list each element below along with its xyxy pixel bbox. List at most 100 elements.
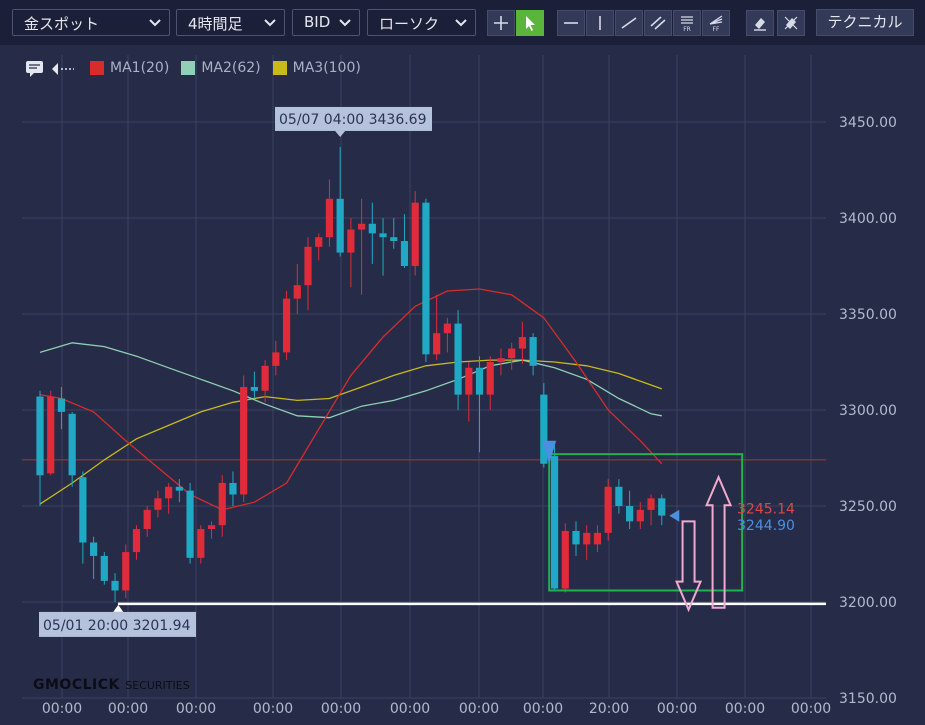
- candle-body: [282, 298, 291, 353]
- down-arrow-annotation: [675, 520, 703, 613]
- fibonacci-retracement-icon: FR: [681, 16, 693, 33]
- candle-body: [293, 285, 301, 299]
- low-callout-pointer: [113, 604, 124, 612]
- candle-body: [604, 486, 612, 533]
- ma1-label: MA1(20): [110, 60, 170, 76]
- parallel-lines-button[interactable]: [644, 10, 672, 36]
- toolbar: 金スポット 4時間足 BID ローソク: [0, 0, 925, 45]
- legend-ma2: MA2(62): [181, 60, 261, 76]
- y-tick-label: 3450.00: [839, 115, 897, 131]
- crosshair-button[interactable]: [487, 10, 515, 36]
- candle-body: [304, 246, 312, 286]
- candle-body: [475, 367, 484, 395]
- low-callout-text: 05/01 20:00 3201.94: [43, 618, 191, 634]
- chevron-down-icon: [339, 19, 351, 27]
- chart-style-label: ローソク: [379, 15, 440, 33]
- x-tick-label: 00:00: [42, 701, 82, 717]
- timeframe-dropdown[interactable]: 4時間足: [176, 9, 285, 36]
- legend-ma1: MA1(20): [90, 60, 169, 76]
- candle-body: [465, 367, 473, 395]
- cursor-icon: [526, 16, 535, 31]
- price-type-label: BID: [304, 13, 331, 31]
- x-tick-label: 00:00: [390, 701, 430, 717]
- candle-body: [358, 223, 366, 230]
- bid-price-label: 3244.90: [737, 518, 795, 534]
- candle-body: [540, 394, 548, 464]
- candle-body: [36, 396, 44, 476]
- candle-body: [68, 413, 76, 476]
- candle-body: [658, 498, 666, 516]
- signal-marker: [542, 440, 557, 464]
- y-tick-label: 3300.00: [839, 403, 897, 419]
- candle-body: [390, 237, 398, 242]
- ask-price-label: 3245.14: [737, 501, 795, 517]
- y-tick-label: 3400.00: [839, 211, 897, 227]
- high-callout-box: [275, 106, 432, 131]
- ma2-swatch: [181, 61, 196, 75]
- candle-body: [626, 506, 634, 522]
- highlight-box: [548, 453, 744, 592]
- vertical-line-button[interactable]: [586, 10, 614, 36]
- fibonacci-fan-icon: FF: [709, 15, 723, 33]
- trend-line-icon: [621, 17, 637, 29]
- candle-body: [572, 530, 580, 545]
- candle-body: [143, 509, 151, 530]
- chevron-down-icon: [264, 19, 276, 27]
- erase-all-button[interactable]: [777, 10, 805, 36]
- trend-line-button[interactable]: [615, 10, 643, 36]
- brand-sub: SECURITIES: [125, 679, 190, 692]
- candle-body: [315, 237, 323, 247]
- candle-body: [197, 529, 205, 558]
- candle-body: [336, 198, 344, 253]
- candle-body: [186, 490, 194, 558]
- ma3-swatch: [272, 61, 287, 75]
- brand-main: GMOCLICK: [33, 677, 120, 693]
- legend-collapse-icon[interactable]: [50, 57, 76, 79]
- candle-body: [486, 362, 494, 395]
- candle-body: [240, 386, 248, 495]
- cursor-button[interactable]: [516, 10, 544, 36]
- technical-button[interactable]: テクニカル: [816, 9, 914, 36]
- candle-body: [347, 229, 355, 253]
- x-tick-label: 00:00: [108, 701, 148, 717]
- candle-body: [379, 233, 387, 238]
- x-tick-label: 00:00: [725, 701, 765, 717]
- legend-ma3: MA3(100): [272, 60, 361, 76]
- price-pointer: [669, 509, 680, 522]
- chart-style-dropdown[interactable]: ローソク: [367, 9, 476, 36]
- candle-body: [100, 555, 108, 581]
- horizontal-line-button[interactable]: [557, 10, 585, 36]
- x-tick-label: 00:00: [253, 701, 293, 717]
- price-type-dropdown[interactable]: BID: [292, 9, 360, 36]
- svg-text:FR: FR: [683, 26, 691, 33]
- fibonacci-retracement-button[interactable]: FR: [673, 10, 701, 36]
- comment-icon[interactable]: [24, 57, 46, 79]
- candle-body: [647, 498, 655, 510]
- candle-body: [207, 525, 216, 530]
- eraser-icon: [754, 18, 766, 31]
- eraser-button[interactable]: [746, 10, 774, 36]
- candle-body: [508, 348, 516, 359]
- candle-body: [175, 486, 183, 491]
- candle-body: [90, 542, 98, 556]
- timeframe-label: 4時間足: [188, 15, 243, 33]
- ma3-label: MA3(100): [292, 60, 361, 76]
- candle-body: [368, 223, 376, 234]
- candle-body: [111, 580, 119, 591]
- broker-logo: GMOCLICK SECURITIES: [33, 677, 190, 693]
- symbol-dropdown[interactable]: 金スポット: [12, 9, 170, 36]
- candle-body: [154, 498, 162, 510]
- candle-body: [433, 333, 441, 355]
- fibonacci-fan-button[interactable]: FF: [702, 10, 730, 36]
- candle-body: [583, 532, 591, 545]
- candle-body: [561, 530, 569, 589]
- candle-body: [47, 396, 55, 474]
- candle-body: [422, 202, 430, 355]
- candle-body: [443, 323, 451, 334]
- candle-body: [529, 337, 537, 366]
- price-chart[interactable]: 3450.00 3400.00 3350.00 3300.00 3250.00 3200.…: [0, 45, 925, 725]
- legend: MA1(20) MA2(62) MA3(100): [24, 57, 373, 79]
- candle-body: [250, 386, 258, 391]
- candle-body: [229, 482, 237, 495]
- x-tick-label: 00:00: [459, 701, 499, 717]
